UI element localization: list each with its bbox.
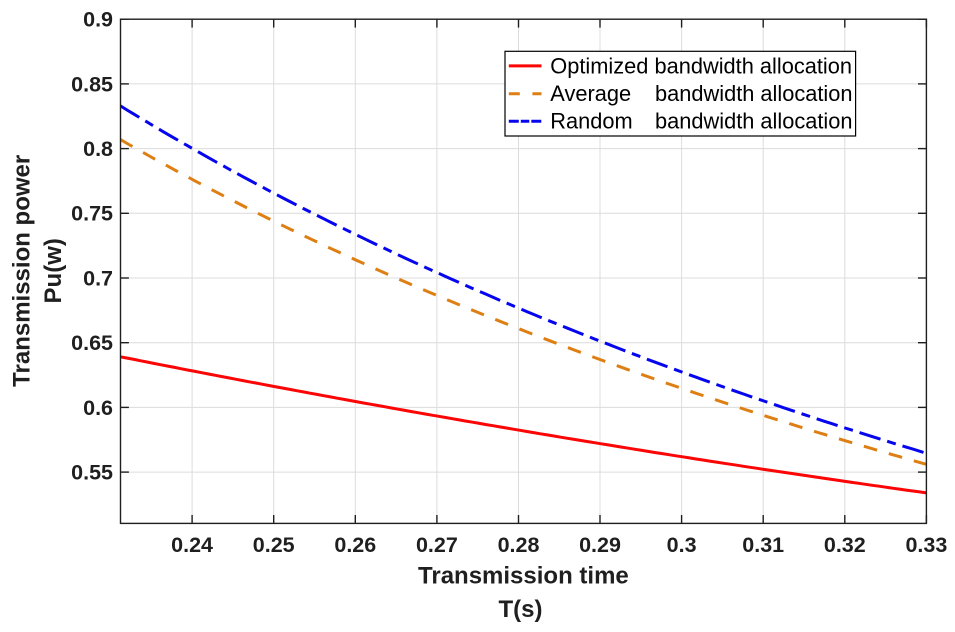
svg-text:0.9: 0.9 [83, 8, 113, 32]
svg-text:0.33: 0.33 [905, 533, 947, 557]
svg-text:0.75: 0.75 [71, 202, 113, 226]
svg-text:T(s): T(s) [499, 596, 543, 623]
svg-text:0.7: 0.7 [83, 266, 113, 290]
svg-text:0.31: 0.31 [742, 533, 784, 557]
svg-text:0.28: 0.28 [498, 533, 540, 557]
svg-text:0.32: 0.32 [824, 533, 866, 557]
svg-text:0.65: 0.65 [71, 331, 113, 355]
svg-text:Average: Average [550, 81, 631, 106]
svg-text:Optimized bandwidth allocation: Optimized bandwidth allocation [550, 53, 852, 78]
svg-text:bandwidth allocation: bandwidth allocation [655, 109, 853, 134]
svg-text:0.26: 0.26 [334, 533, 376, 557]
svg-text:0.27: 0.27 [416, 533, 458, 557]
svg-text:Transmission power: Transmission power [8, 155, 35, 387]
svg-text:0.3: 0.3 [667, 533, 697, 557]
svg-text:0.24: 0.24 [171, 533, 213, 557]
svg-text:0.25: 0.25 [253, 533, 295, 557]
svg-text:0.29: 0.29 [579, 533, 621, 557]
svg-text:0.55: 0.55 [71, 461, 113, 485]
svg-text:0.6: 0.6 [83, 396, 113, 420]
svg-text:Transmission time: Transmission time [418, 563, 629, 590]
svg-text:Random: Random [550, 109, 632, 134]
svg-text:bandwidth allocation: bandwidth allocation [655, 81, 853, 106]
svg-text:0.85: 0.85 [71, 72, 113, 96]
svg-text:0.8: 0.8 [83, 137, 113, 161]
svg-text:Pu(w): Pu(w) [40, 238, 67, 303]
